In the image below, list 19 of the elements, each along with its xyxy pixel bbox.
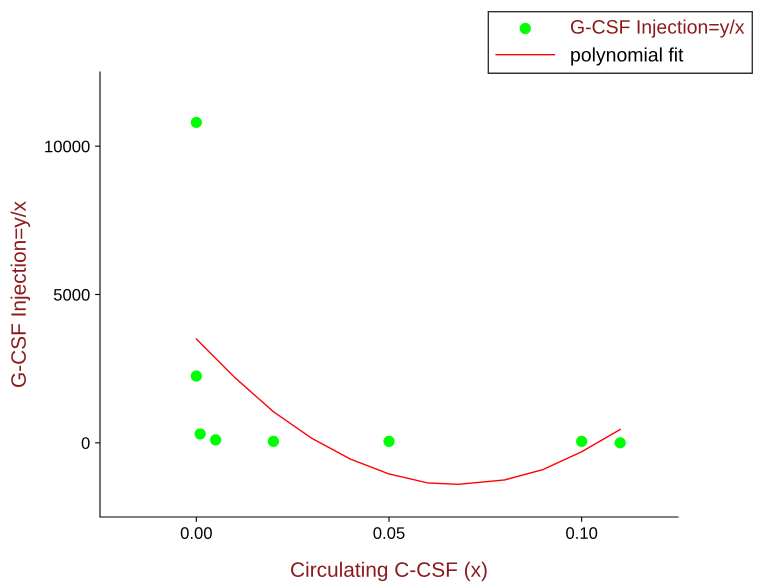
point [614,437,626,448]
point [194,428,206,440]
y-tick-label: 0 [82,437,90,450]
x-axis-title: Circulating C-CSF (x) [291,562,487,582]
x-tick-label: 0.05 [373,527,405,539]
point [210,434,222,446]
point [383,436,395,447]
point [268,436,280,447]
x-tick-label: 0.10 [566,527,598,539]
y-tick-label: 5000 [54,288,90,301]
y-tick-label: 10000 [45,140,90,152]
legend-label: G-CSF Injection=y/x [570,20,744,38]
line-series [196,338,621,486]
point [190,370,202,382]
legend-label: polynomial fit [571,47,684,66]
point [190,116,202,128]
point [576,436,588,447]
y-axis-title: G-CSF Injection=y/x [10,201,30,387]
x-tick-label: 0.00 [180,527,212,539]
